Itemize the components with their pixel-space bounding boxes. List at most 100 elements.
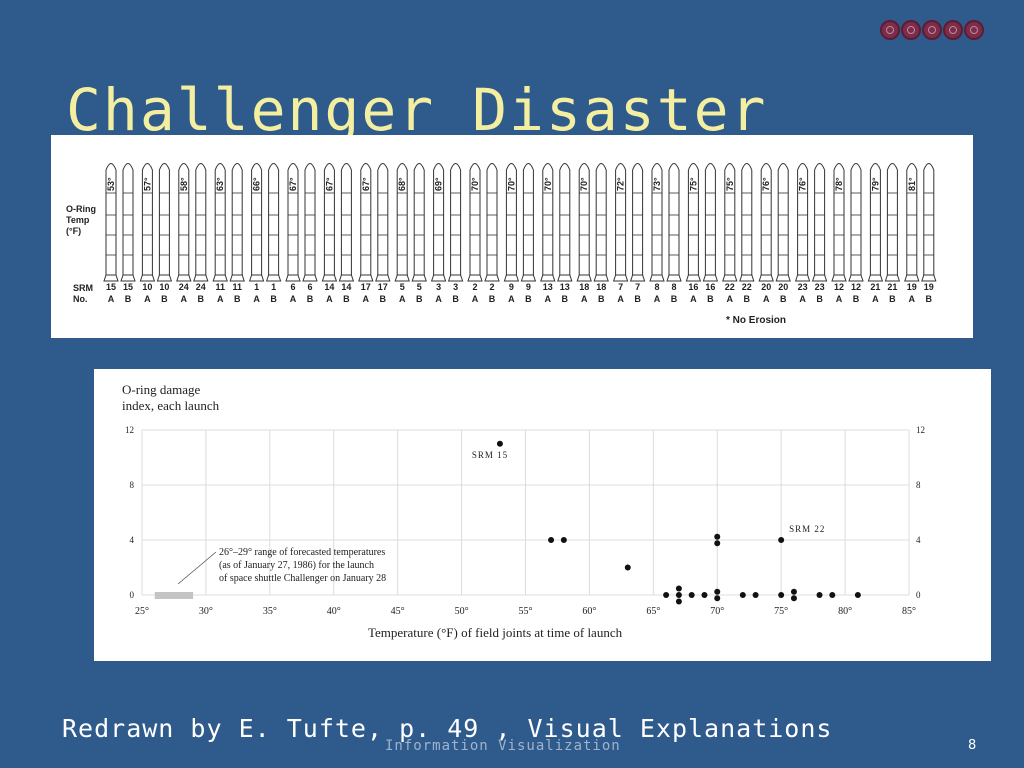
data-point — [816, 592, 823, 598]
side-label: A — [108, 294, 115, 304]
no-erosion-note: * No Erosion — [726, 315, 786, 326]
rocket — [612, 163, 629, 282]
temp-value: 63° — [215, 177, 225, 191]
temp-value: 66° — [252, 177, 262, 191]
srm-label: SRM — [73, 283, 93, 293]
forecast-note: (as of January 27, 1986) for the launch — [219, 560, 374, 571]
data-point — [790, 595, 797, 602]
rocket-body — [522, 163, 534, 276]
rocket-nozzle — [831, 274, 847, 282]
side-label: A — [253, 294, 260, 304]
rocket-nozzle — [411, 274, 427, 282]
x-tick-label: 80° — [838, 606, 852, 617]
rocket — [467, 163, 483, 282]
rocket — [120, 163, 136, 282]
rocket — [794, 163, 811, 282]
rocket-nozzle — [430, 274, 447, 282]
rocket-body — [323, 163, 335, 276]
rocket-nozzle — [503, 274, 520, 282]
side-label: A — [690, 294, 697, 304]
srm-number: 19 — [907, 282, 917, 292]
srm-number: 10 — [142, 282, 152, 292]
data-point — [854, 592, 861, 598]
rocket-body — [833, 163, 845, 276]
rocket-body — [251, 163, 263, 276]
temp-value: 75° — [688, 177, 698, 191]
side-label: B — [780, 294, 787, 304]
side-label: A — [617, 294, 624, 304]
srm-number: 1 — [271, 282, 276, 292]
x-tick-label: 60° — [582, 606, 596, 617]
side-label: A — [581, 294, 588, 304]
rocket-nozzle — [576, 274, 592, 282]
side-label: A — [181, 294, 188, 304]
rocket-nozzle — [375, 274, 391, 282]
y-tick-label: 0 — [130, 590, 135, 600]
rocket-nozzle — [884, 274, 901, 282]
rocket-body — [724, 163, 736, 276]
temp-value: 79° — [870, 177, 880, 191]
rocket-nozzle — [156, 274, 173, 282]
temp-label: Temp — [66, 215, 90, 225]
temp-label: O-Ring — [66, 204, 96, 214]
x-tick-label: 30° — [199, 606, 213, 617]
rocket-body — [122, 163, 134, 276]
y-tick-label: 12 — [125, 425, 134, 435]
nav-icon[interactable] — [922, 20, 942, 40]
rocket — [229, 163, 245, 282]
x-tick-label: 40° — [327, 606, 341, 617]
rocket-body — [413, 163, 425, 276]
chart-title: index, each launch — [122, 398, 220, 413]
temp-value: 75° — [725, 177, 735, 191]
temp-value: 70° — [506, 177, 516, 191]
side-label: B — [161, 294, 168, 304]
rocket-body — [304, 163, 316, 276]
slide-navigation[interactable] — [880, 20, 984, 40]
rocket-nozzle — [265, 274, 282, 282]
rocket-chart: O-RingTemp(°F)SRMNo.15A15B53°10A10B57°24… — [66, 163, 937, 326]
rocket-nozzle — [629, 274, 646, 282]
data-point — [829, 592, 836, 598]
rocket-body — [760, 163, 772, 276]
rocket — [520, 163, 537, 282]
data-point — [675, 598, 682, 605]
temp-value: 70° — [543, 177, 553, 191]
rocket-nozzle — [484, 274, 500, 282]
rocket-nozzle — [867, 274, 884, 282]
nav-icon[interactable] — [964, 20, 984, 40]
srm-number: 14 — [324, 282, 334, 292]
temp-value: 76° — [761, 177, 771, 191]
rocket-nozzle — [139, 274, 156, 282]
y-tick-label-right: 12 — [916, 425, 925, 435]
nav-icon[interactable] — [880, 20, 900, 40]
rocket — [285, 163, 301, 282]
data-point — [560, 537, 567, 543]
rocket-nozzle — [120, 274, 136, 282]
data-point — [714, 540, 721, 547]
srm-number: 16 — [705, 282, 715, 292]
temp-value: 70° — [470, 177, 480, 191]
temp-value: 81° — [907, 177, 917, 191]
rocket-nozzle — [702, 274, 719, 282]
srm-number: 19 — [924, 282, 934, 292]
rocket — [430, 163, 447, 282]
data-point — [739, 592, 746, 598]
rocket — [921, 163, 937, 282]
nav-icon[interactable] — [901, 20, 921, 40]
rocket — [302, 163, 318, 282]
side-label: A — [545, 294, 552, 304]
rocket-body — [632, 163, 644, 276]
srm-number: 22 — [725, 282, 735, 292]
rocket — [593, 163, 609, 282]
rocket-body — [469, 163, 481, 276]
data-point — [790, 588, 797, 595]
slide-caption: Redrawn by E. Tufte, p. 49 , Visual Expl… — [62, 714, 833, 743]
rocket — [904, 163, 920, 282]
nav-icon[interactable] — [943, 20, 963, 40]
y-tick-label-right: 0 — [916, 590, 921, 600]
srm-number: 5 — [417, 282, 422, 292]
temp-value: 67° — [324, 177, 334, 191]
x-tick-label: 65° — [646, 606, 660, 617]
srm-number: 15 — [123, 282, 133, 292]
rocket-body — [360, 163, 372, 276]
